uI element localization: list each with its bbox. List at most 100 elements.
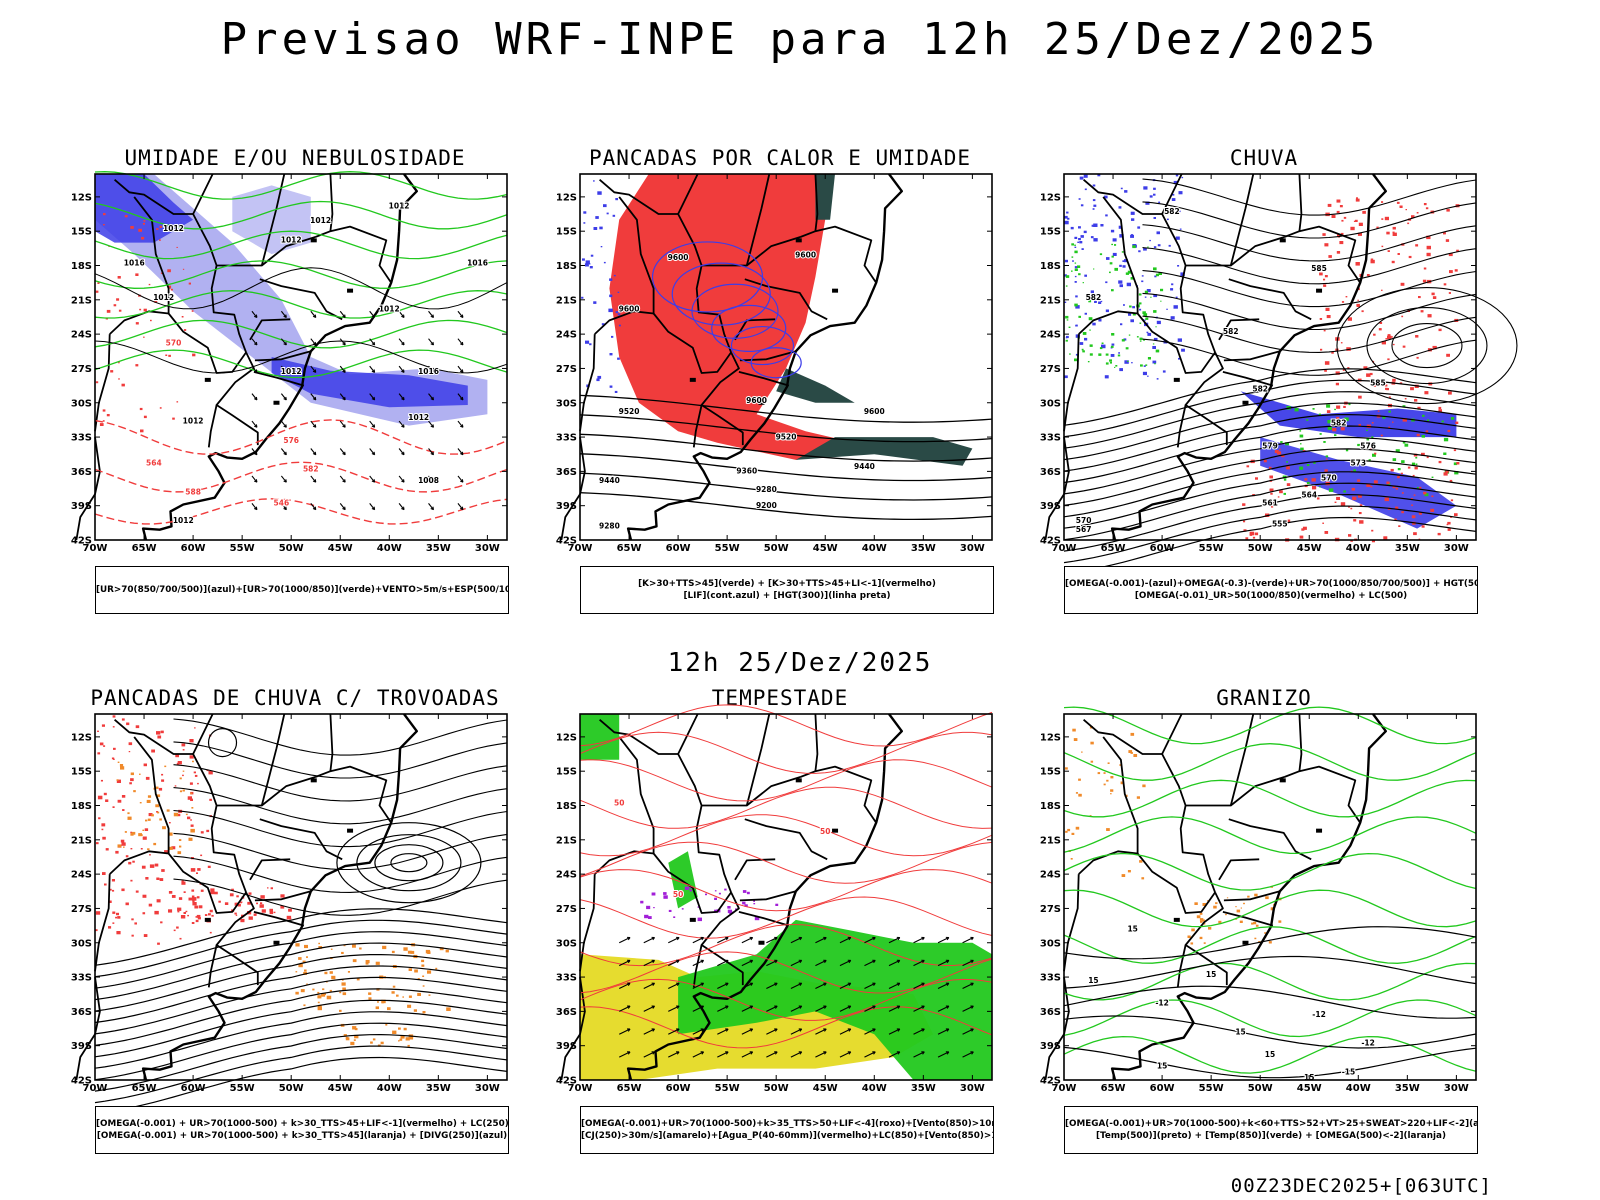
severe-storm-speck (644, 914, 649, 919)
thunder-speck (200, 889, 204, 892)
thunder-weak-speck (190, 828, 195, 833)
omega-speck (1166, 308, 1168, 310)
precip-speck (1450, 499, 1454, 502)
wind-vector (741, 1051, 753, 1058)
omega-strong-speck (1138, 293, 1142, 296)
precip-speck (1370, 259, 1375, 264)
lake-mark (347, 828, 354, 833)
wind-vector (839, 1028, 851, 1035)
thunder-speck (120, 839, 125, 843)
thunder-speck (182, 774, 184, 777)
lifted-index-speck (585, 260, 590, 264)
lake-mark (1173, 917, 1180, 922)
lon-tick-label: 50W (1248, 543, 1273, 554)
dewpoint-speck (118, 378, 120, 380)
wind-vector (369, 393, 376, 401)
omega-speck (1100, 224, 1104, 227)
dewpoint-speck (103, 213, 106, 216)
contour-label: -12 (1312, 1010, 1326, 1019)
dewpoint-speck (106, 309, 111, 313)
lon-tick-label: 65W (132, 1083, 157, 1094)
thunder-speck (194, 774, 198, 777)
lifted-index-contour (730, 325, 795, 366)
map-umidade: 1012101210121012101610121012101610161012… (71, 171, 508, 554)
thunder-speck (102, 872, 106, 875)
wind-vector (369, 475, 376, 483)
wind-vector (921, 1028, 925, 1032)
thunder-weak-speck (168, 846, 173, 850)
wind-vector (847, 1051, 852, 1055)
severe-storm-speck (697, 906, 700, 908)
dewpoint-speck (181, 316, 184, 318)
omega-strong-speck (1357, 443, 1360, 447)
thunder-weak-speck (407, 950, 412, 954)
state-border (253, 911, 305, 927)
wind-vector (692, 1005, 704, 1012)
lat-tick-label: 15S (71, 767, 92, 778)
lat-tick-label: 12S (71, 732, 92, 743)
precip-speck (1342, 369, 1345, 371)
precip-speck (1323, 284, 1327, 287)
state-border (1223, 350, 1281, 362)
thunder-speck (178, 897, 183, 900)
wind-vector (962, 982, 974, 989)
omega-speck (1130, 211, 1135, 215)
lat-tick-label: 15S (1040, 227, 1061, 238)
wind-vector (749, 959, 754, 964)
wind-vector (459, 369, 464, 373)
lake-mark (795, 778, 802, 783)
omega-strong-speck (1145, 364, 1148, 366)
omega-strong-speck (1306, 481, 1310, 485)
thunder-speck (208, 771, 213, 775)
dewpoint-speck (124, 215, 128, 218)
lake-mark (273, 940, 280, 945)
state-border (75, 436, 101, 541)
wind-vector (962, 1051, 974, 1058)
panel-umidade: UMIDADE E/OU NEBULOSIDADE 1012 1012 1012 10… (71, 146, 515, 626)
omega-strong-speck (1343, 490, 1346, 493)
wind-vector (428, 310, 434, 318)
thunder-speck (100, 779, 103, 782)
lake-mark (1316, 828, 1323, 833)
omega-500-speck (1225, 913, 1227, 916)
thunder-weak-speck (300, 989, 305, 993)
state-border (109, 850, 169, 875)
thunder-weak-speck (295, 991, 299, 995)
omega-speck (1143, 365, 1146, 367)
thunder-weak-speck (341, 951, 344, 954)
precip-speck (1327, 203, 1332, 207)
precip-speck (1336, 210, 1340, 214)
omega-strong-speck (1082, 282, 1084, 284)
state-border (75, 976, 101, 1081)
precip-speck (1311, 478, 1316, 482)
thunder-speck (280, 894, 285, 898)
omega-500-speck (1075, 826, 1080, 830)
precip-speck (1453, 449, 1457, 452)
wind-vector (280, 448, 287, 456)
precip-speck (1423, 491, 1427, 495)
omega-strong-speck (1366, 429, 1368, 431)
wind-vector (457, 503, 464, 511)
precip-speck (1438, 409, 1442, 413)
omega-speck (1091, 224, 1095, 227)
precip-speck (1425, 207, 1429, 210)
lon-tick-label: 50W (1248, 1083, 1273, 1094)
thunder-weak-speck (119, 764, 124, 767)
wind-vector (896, 1005, 901, 1009)
thunder-speck (191, 889, 195, 892)
wind-vector (676, 1051, 680, 1055)
wind-vector (651, 1028, 655, 1032)
contour-label: 1016 (467, 259, 488, 268)
omega-speck (1144, 319, 1146, 321)
thunder-speck (168, 909, 173, 913)
thunder-weak-speck (445, 949, 449, 953)
streamline-850 (579, 923, 993, 967)
wind-vector (401, 506, 405, 511)
streamline (1063, 493, 1477, 552)
thunder-speck (192, 897, 197, 901)
streamline (173, 741, 508, 779)
precip-speck (1359, 504, 1363, 507)
omega-strong-speck (1121, 339, 1125, 342)
omega-strong-speck (1147, 246, 1149, 248)
